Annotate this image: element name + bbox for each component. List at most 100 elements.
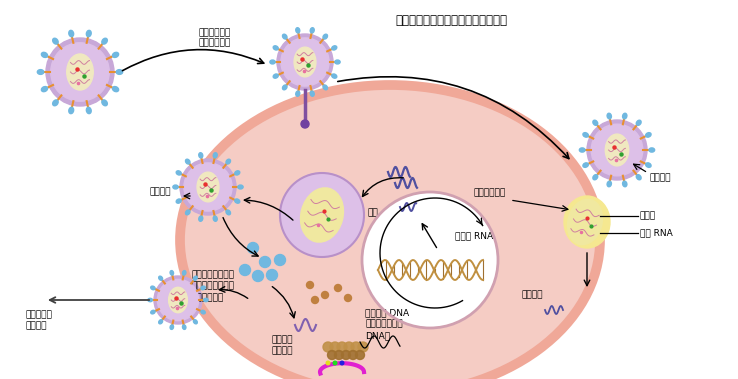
Ellipse shape [331, 74, 337, 78]
Ellipse shape [296, 91, 300, 96]
Ellipse shape [193, 320, 197, 324]
Ellipse shape [112, 86, 119, 92]
Circle shape [322, 291, 328, 299]
Ellipse shape [180, 85, 600, 379]
Ellipse shape [623, 113, 627, 119]
Ellipse shape [294, 47, 316, 77]
Circle shape [51, 43, 109, 101]
Text: 转录成 RNA: 转录成 RNA [455, 232, 493, 241]
Ellipse shape [235, 199, 240, 203]
Circle shape [184, 163, 232, 211]
Ellipse shape [331, 46, 337, 50]
Circle shape [301, 120, 309, 128]
Ellipse shape [185, 210, 190, 215]
Ellipse shape [335, 60, 340, 64]
Ellipse shape [636, 120, 641, 125]
Ellipse shape [52, 100, 58, 106]
Ellipse shape [213, 153, 217, 158]
Ellipse shape [199, 153, 203, 158]
Ellipse shape [176, 199, 182, 203]
Ellipse shape [646, 133, 651, 137]
Circle shape [362, 192, 498, 328]
Ellipse shape [310, 91, 314, 96]
Ellipse shape [41, 86, 47, 92]
Ellipse shape [151, 310, 155, 314]
Circle shape [334, 285, 342, 291]
Ellipse shape [649, 148, 655, 152]
Ellipse shape [66, 54, 93, 90]
Circle shape [334, 351, 343, 360]
Circle shape [344, 342, 354, 352]
Ellipse shape [226, 210, 230, 215]
Ellipse shape [151, 286, 155, 290]
Ellipse shape [170, 271, 173, 275]
Ellipse shape [607, 181, 611, 187]
Ellipse shape [568, 199, 602, 245]
Circle shape [280, 173, 364, 257]
Circle shape [157, 279, 199, 321]
Circle shape [337, 342, 347, 352]
Text: 细胞膜: 细胞膜 [640, 211, 656, 221]
Ellipse shape [283, 34, 287, 39]
Ellipse shape [213, 216, 217, 221]
Ellipse shape [170, 325, 173, 329]
Ellipse shape [583, 163, 588, 168]
Ellipse shape [86, 107, 92, 114]
Ellipse shape [579, 148, 585, 152]
Circle shape [247, 243, 258, 254]
Text: 释放病毒: 释放病毒 [150, 188, 171, 196]
Ellipse shape [159, 320, 162, 324]
Ellipse shape [86, 30, 92, 37]
Ellipse shape [204, 298, 208, 302]
Ellipse shape [182, 271, 186, 275]
Circle shape [348, 351, 357, 360]
Ellipse shape [270, 60, 275, 64]
Ellipse shape [646, 163, 651, 168]
Ellipse shape [201, 286, 205, 290]
Ellipse shape [197, 172, 219, 202]
Circle shape [330, 342, 340, 352]
Ellipse shape [116, 70, 123, 74]
Ellipse shape [323, 85, 328, 90]
Circle shape [266, 269, 277, 280]
Circle shape [306, 282, 314, 288]
Ellipse shape [176, 171, 182, 175]
Circle shape [328, 351, 337, 360]
Circle shape [351, 342, 361, 352]
Circle shape [323, 342, 333, 352]
Ellipse shape [199, 216, 203, 221]
Ellipse shape [323, 34, 328, 39]
Ellipse shape [173, 185, 178, 189]
Ellipse shape [193, 276, 197, 280]
Ellipse shape [564, 196, 610, 248]
Ellipse shape [607, 113, 611, 119]
Circle shape [252, 271, 263, 282]
Ellipse shape [69, 30, 74, 37]
Circle shape [240, 265, 250, 276]
Ellipse shape [102, 100, 107, 106]
Ellipse shape [148, 298, 153, 302]
Circle shape [333, 361, 337, 365]
Circle shape [326, 361, 330, 365]
Ellipse shape [38, 70, 44, 74]
Circle shape [260, 257, 271, 268]
Ellipse shape [636, 175, 641, 180]
Ellipse shape [238, 185, 243, 189]
Ellipse shape [182, 325, 186, 329]
Circle shape [340, 361, 344, 365]
Circle shape [587, 120, 647, 180]
Circle shape [277, 34, 333, 90]
Circle shape [311, 296, 319, 304]
Ellipse shape [310, 28, 314, 33]
Circle shape [281, 38, 329, 86]
Ellipse shape [112, 52, 119, 58]
Circle shape [345, 294, 351, 302]
Ellipse shape [283, 85, 287, 90]
Text: 逆转录酶: 逆转录酶 [522, 290, 543, 299]
Ellipse shape [52, 38, 58, 44]
Ellipse shape [605, 134, 629, 166]
Ellipse shape [169, 287, 187, 313]
Ellipse shape [201, 310, 205, 314]
Circle shape [275, 255, 286, 266]
Ellipse shape [273, 74, 278, 78]
